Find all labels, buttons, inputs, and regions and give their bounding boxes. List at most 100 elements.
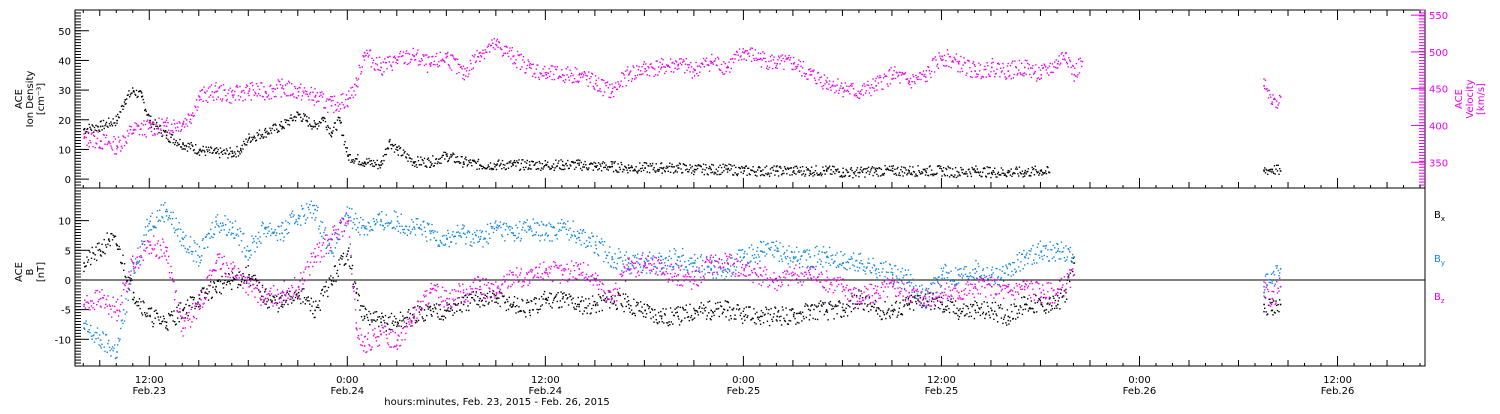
density-point — [298, 114, 300, 116]
bx-point — [635, 315, 636, 316]
density-point — [238, 155, 239, 156]
by-point — [101, 344, 102, 345]
density-point — [269, 133, 270, 134]
density-point — [597, 169, 598, 170]
by-point — [444, 245, 445, 246]
by-point — [212, 222, 213, 223]
bx-point — [443, 319, 444, 320]
bx-point — [387, 324, 388, 325]
velocity-point — [893, 70, 894, 71]
velocity-point — [727, 67, 729, 69]
density-point — [428, 157, 429, 158]
velocity-point — [362, 66, 363, 67]
density-point — [744, 168, 745, 169]
bx-point — [89, 250, 90, 251]
velocity-point — [718, 58, 719, 59]
velocity-point — [1009, 75, 1010, 76]
velocity-point — [969, 67, 970, 68]
bx-point — [549, 293, 550, 294]
density-point — [1027, 171, 1028, 172]
by-point — [470, 241, 471, 242]
velocity-point — [778, 56, 779, 57]
bx-point — [1024, 297, 1025, 298]
velocity-point — [1276, 100, 1277, 101]
by-point — [186, 251, 187, 252]
density-point — [424, 158, 425, 159]
velocity-point — [229, 102, 230, 103]
velocity-point — [223, 84, 224, 85]
bx-point — [219, 292, 220, 293]
bx-point — [703, 304, 704, 305]
bx-point — [125, 277, 126, 278]
bx-point — [263, 299, 264, 300]
velocity-point — [217, 91, 218, 92]
density-point — [649, 172, 650, 173]
velocity-point — [1028, 68, 1029, 69]
density-point — [123, 106, 124, 107]
bx-point — [785, 321, 786, 322]
bx-point — [167, 328, 168, 329]
bx-point — [231, 289, 232, 290]
by-point — [139, 260, 140, 261]
bx-point — [193, 299, 194, 300]
bx-point — [778, 310, 779, 311]
bx-point — [372, 319, 373, 320]
bx-point — [682, 307, 683, 308]
velocity-point — [816, 83, 817, 84]
bx-point — [543, 294, 544, 295]
velocity-point — [371, 66, 372, 67]
velocity-point — [526, 68, 527, 69]
velocity-point — [1047, 67, 1048, 68]
velocity-point — [290, 94, 291, 95]
velocity-point — [230, 88, 231, 89]
density-point — [417, 156, 418, 157]
density-point — [662, 168, 663, 169]
bx-point — [407, 311, 408, 312]
bx-point — [88, 259, 89, 260]
by-point — [494, 222, 495, 223]
velocity-point — [659, 71, 660, 72]
velocity-point — [958, 63, 960, 65]
density-point — [561, 169, 562, 170]
density-point — [924, 169, 925, 170]
velocity-point — [493, 47, 494, 48]
density-point — [323, 120, 324, 121]
density-point — [895, 173, 896, 174]
bx-point — [291, 302, 292, 303]
velocity-point — [923, 70, 924, 71]
density-point — [235, 153, 236, 154]
density-point — [416, 164, 417, 165]
bx-point — [874, 304, 875, 305]
bx-point — [377, 316, 378, 317]
velocity-point — [887, 83, 888, 84]
bx-point — [514, 296, 515, 297]
density-point — [593, 170, 594, 171]
velocity-point — [973, 61, 974, 62]
density-point — [332, 130, 333, 131]
bx-point — [512, 304, 514, 306]
density-point — [958, 172, 960, 174]
velocity-point — [867, 81, 868, 82]
velocity-point — [434, 61, 435, 62]
density-point — [966, 173, 967, 174]
density-point — [688, 171, 689, 172]
bx-point — [406, 323, 407, 324]
density-point — [412, 165, 413, 166]
velocity-point — [314, 88, 315, 89]
bx-point — [639, 310, 640, 311]
bx-point — [621, 305, 622, 306]
density-point — [776, 165, 777, 166]
bx-point — [440, 319, 441, 320]
velocity-point — [83, 133, 84, 134]
bx-point — [949, 312, 950, 313]
velocity-point — [402, 55, 403, 56]
density-point — [119, 117, 120, 118]
density-point — [769, 176, 770, 177]
density-point — [190, 148, 191, 149]
velocity-point — [1030, 67, 1031, 68]
bx-point — [1272, 314, 1273, 315]
by-point — [230, 221, 231, 222]
density-point — [421, 164, 422, 165]
density-point — [880, 175, 881, 176]
density-point — [741, 166, 742, 167]
